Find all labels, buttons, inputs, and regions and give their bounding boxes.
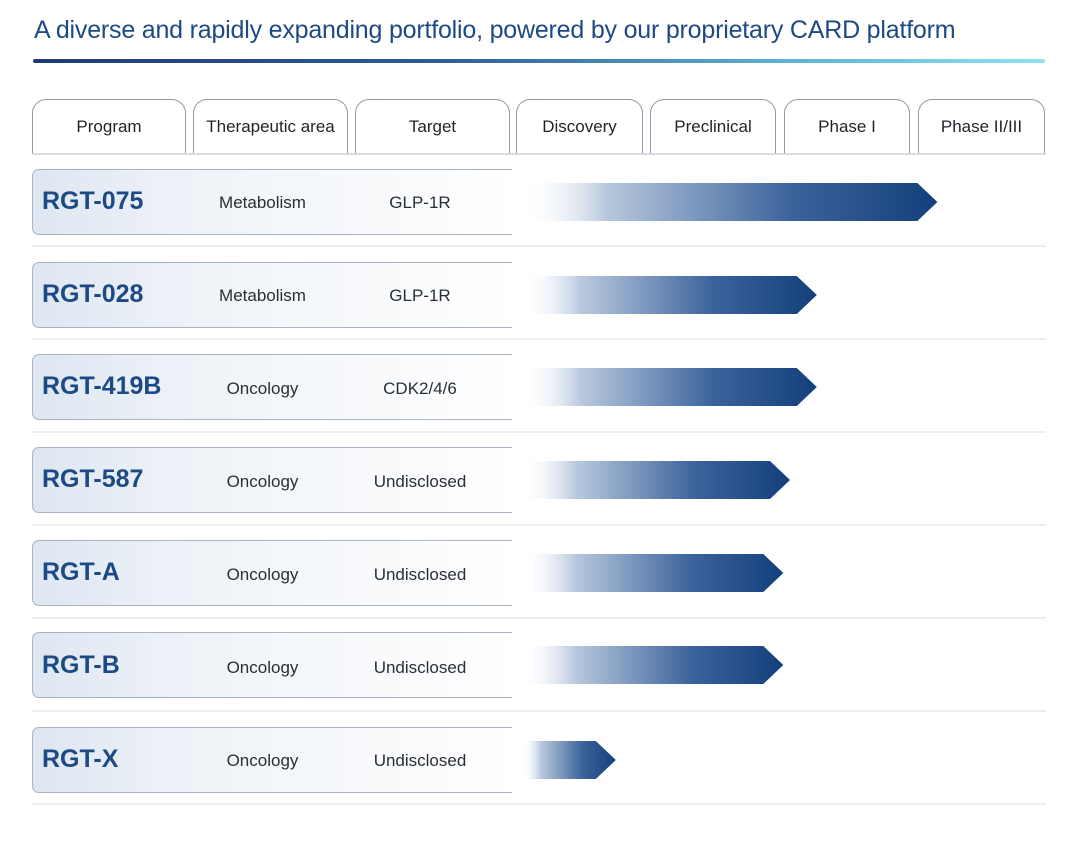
- program-name: RGT-587: [42, 465, 144, 493]
- row-divider: [32, 431, 1046, 433]
- target: GLP-1R: [389, 286, 451, 305]
- target: Undisclosed: [373, 565, 467, 584]
- progress-bar-rgt-075: [522, 183, 938, 221]
- therapeutic-area: Metabolism: [219, 286, 306, 305]
- column-header-therapeutic-area: Therapeutic area: [193, 99, 348, 153]
- program-row-card: [32, 169, 512, 235]
- therapeutic-area: Oncology: [226, 658, 299, 677]
- program-name: RGT-075: [42, 187, 144, 215]
- progress-bar-rgt-587: [522, 461, 790, 499]
- row-divider: [32, 617, 1046, 619]
- target: CDK2/4/6: [383, 379, 457, 398]
- program-name: RGT-X: [42, 745, 119, 773]
- column-header-target: Target: [355, 99, 510, 153]
- column-header-program: Program: [32, 99, 186, 153]
- title-divider: [33, 59, 1045, 63]
- program-row-card: [32, 262, 512, 328]
- therapeutic-area: Metabolism: [219, 193, 306, 212]
- progress-bar-rgt-419b: [522, 368, 817, 406]
- target: GLP-1R: [389, 193, 451, 212]
- therapeutic-area: Oncology: [226, 751, 299, 770]
- row-divider: [32, 245, 1046, 247]
- row-divider: [32, 710, 1046, 712]
- progress-bar-rgt-x: [522, 741, 616, 779]
- therapeutic-area: Oncology: [226, 565, 299, 584]
- target: Undisclosed: [373, 658, 467, 677]
- page-title: A diverse and rapidly expanding portfoli…: [34, 16, 956, 44]
- progress-bar-rgt-028: [522, 276, 817, 314]
- program-name: RGT-B: [42, 651, 120, 679]
- column-header-discovery: Discovery: [516, 99, 643, 153]
- target: Undisclosed: [373, 472, 467, 491]
- therapeutic-area: Oncology: [226, 472, 299, 491]
- row-divider: [32, 338, 1046, 340]
- column-header-phase-1: Phase I: [784, 99, 910, 153]
- therapeutic-area: Oncology: [226, 379, 299, 398]
- program-row-card: [32, 727, 512, 793]
- header-divider: [32, 153, 1046, 155]
- program-name: RGT-028: [42, 280, 144, 308]
- row-divider: [32, 524, 1046, 526]
- program-row-card: [32, 632, 512, 698]
- program-name: RGT-419B: [42, 372, 162, 400]
- program-row-card: [32, 447, 512, 513]
- column-header-phase-2-3: Phase II/III: [918, 99, 1045, 153]
- program-row-card: [32, 354, 512, 420]
- target: Undisclosed: [373, 751, 467, 770]
- column-header-preclinical: Preclinical: [650, 99, 776, 153]
- progress-bar-rgt-b: [522, 646, 784, 684]
- progress-bar-rgt-a: [522, 554, 784, 592]
- program-row-card: [32, 540, 512, 606]
- row-divider: [32, 803, 1046, 805]
- program-name: RGT-A: [42, 558, 120, 586]
